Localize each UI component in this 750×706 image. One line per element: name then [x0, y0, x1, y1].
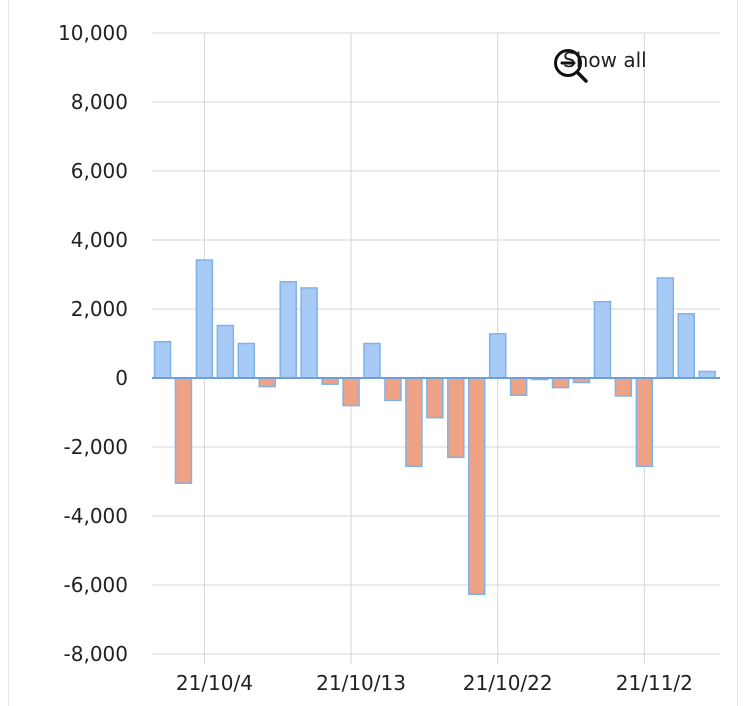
bar [447, 377, 465, 459]
y-tick-label: 0 [115, 366, 128, 390]
bars [153, 259, 716, 596]
bar [216, 324, 235, 379]
bar [614, 377, 633, 397]
right-edge-line [737, 0, 738, 706]
y-tick-label: 4,000 [71, 228, 128, 252]
bar [488, 333, 507, 379]
bar [677, 313, 695, 379]
bar [656, 277, 675, 379]
y-tick-label: 10,000 [58, 21, 128, 45]
x-tick-label: 21/11/2 [616, 671, 693, 695]
bar [174, 377, 193, 484]
y-tick-label: 2,000 [71, 297, 128, 321]
y-tick-label: -4,000 [64, 504, 128, 528]
bar [363, 342, 381, 379]
y-tick-label: -8,000 [64, 642, 128, 666]
y-tick-label: -6,000 [64, 573, 128, 597]
bar [237, 342, 256, 379]
bar [300, 287, 318, 379]
bar [153, 341, 172, 379]
y-tick-label: 8,000 [71, 90, 128, 114]
y-tick-label: -2,000 [64, 435, 128, 459]
show-all-button[interactable]: Show all [553, 48, 647, 83]
show-all-label: Show all [563, 48, 647, 72]
bar [405, 377, 423, 468]
bar [635, 377, 654, 468]
x-axis-labels: 21/10/4 21/10/13 21/10/22 21/11/2 [176, 671, 693, 695]
x-tick-label: 21/10/13 [316, 671, 406, 695]
grid-lines [152, 32, 720, 664]
bar [551, 377, 570, 389]
bar [509, 377, 528, 396]
bar [384, 377, 402, 402]
bar [426, 377, 444, 419]
x-tick-label: 21/10/22 [463, 671, 553, 695]
bar [593, 301, 612, 379]
x-tick-label: 21/10/4 [176, 671, 253, 695]
y-axis-labels: 10,000 8,000 6,000 4,000 2,000 0 -2,000 -4,000 -… [58, 21, 128, 666]
bar [195, 259, 214, 379]
y-tick-label: 6,000 [71, 159, 128, 183]
bar [342, 377, 360, 407]
bar [468, 377, 486, 596]
bar [279, 280, 297, 379]
bar [258, 377, 276, 388]
left-edge-line [8, 0, 9, 706]
